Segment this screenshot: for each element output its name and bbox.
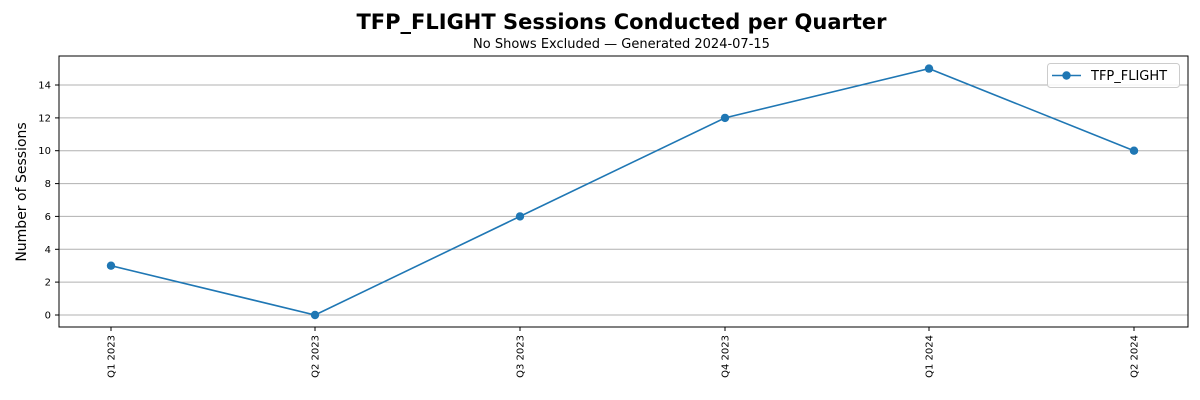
y-tick-label: 8 [45,179,51,190]
y-tick-label: 0 [45,311,51,322]
data-point [515,212,525,221]
y-axis-label: Number of Sessions [14,122,30,261]
x-tick-label: Q1 2024 [925,335,936,378]
y-tick-label: 4 [45,245,51,256]
plot-frame [58,55,1189,328]
legend-marker-icon [1062,71,1071,80]
data-point [720,113,730,123]
grid-lines [59,84,1188,316]
x-axis-ticks: Q1 2023 Q2 2023 Q3 2023 Q4 2023 Q1 2024 … [107,327,1141,378]
data-point [924,64,934,73]
chart-subtitle: No Shows Excluded — Generated 2024-07-15 [473,37,770,52]
y-tick-label: 2 [45,278,51,289]
x-tick-label: Q2 2024 [1130,335,1141,378]
x-tick-label: Q1 2023 [107,335,118,378]
legend-label: TFP_FLIGHT [1090,69,1167,84]
data-point [310,310,320,320]
data-series-tfp-flight [106,64,1139,320]
x-tick-label: Q3 2023 [516,335,527,378]
y-axis-ticks: 0 2 4 6 8 10 12 14 [38,81,59,322]
x-tick-label: Q2 2023 [311,335,322,378]
x-tick-label: Q4 2023 [721,335,732,378]
y-tick-label: 12 [38,113,51,124]
y-tick-label: 10 [38,146,51,157]
chart-title: TFP_FLIGHT Sessions Conducted per Quarte… [356,10,887,34]
data-point [106,261,116,270]
y-tick-label: 6 [45,212,51,223]
data-point [1129,146,1139,155]
y-tick-label: 14 [38,81,51,92]
legend: TFP_FLIGHT [1047,63,1180,88]
